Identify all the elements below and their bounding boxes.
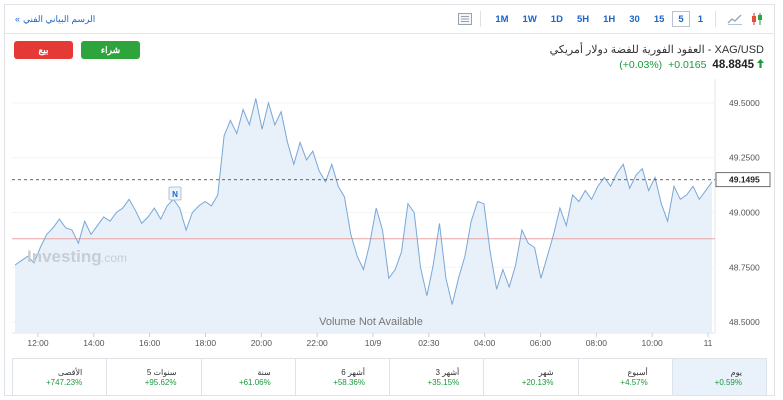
timeframe-group: 1M 1W 1D 5H 1H 30 15 5 1 <box>487 11 709 27</box>
x-tick-label: 20:00 <box>251 338 273 348</box>
investing-watermark: Investing <box>27 247 102 266</box>
performance-period: أسبوع <box>627 368 648 377</box>
performance-change: +4.57% <box>620 378 648 387</box>
x-tick-label: 22:00 <box>307 338 329 348</box>
chart-widget: «الرسم البياني الفني 1M 1W 1D 5H 1H 30 15 5 1 بي… <box>4 4 775 396</box>
y-tick-label: 48.7500 <box>729 262 760 272</box>
x-tick-label: 04:00 <box>474 338 496 348</box>
performance-change: +747.23% <box>45 378 83 387</box>
area-chart-icon[interactable] <box>726 10 744 28</box>
y-tick-label: 48.5000 <box>729 317 760 327</box>
news-marker <box>168 186 182 201</box>
y-tick-label: 49.5000 <box>729 98 760 108</box>
investing-watermark-suffix: .com <box>101 251 127 265</box>
x-tick-label: 11 <box>704 338 713 348</box>
timeframe-30[interactable]: 30 <box>629 14 640 25</box>
chevron-left-icon: « <box>15 14 21 24</box>
performance-cell[interactable]: 6 أشهر +58.36% <box>296 359 390 395</box>
price-area-fill <box>15 98 712 333</box>
chart-toolbar: «الرسم البياني الفني 1M 1W 1D 5H 1H 30 15 5 1 <box>5 5 774 34</box>
x-tick-label: 16:00 <box>139 338 161 348</box>
buy-button[interactable]: شراء <box>81 41 140 59</box>
performance-strip: الأقصى +747.23% 5 سنوات +95.62% سنة +61.06% 6 … <box>12 358 767 396</box>
performance-cell[interactable]: أسبوع +4.57% <box>579 359 673 395</box>
y-tick-label: 49.0000 <box>729 207 760 217</box>
news-marker-label: N <box>172 190 178 199</box>
x-tick-label: 08:00 <box>586 338 608 348</box>
y-tick-label: 49.2500 <box>729 153 760 163</box>
performance-cell[interactable]: 3 أشهر +35.15% <box>390 359 485 395</box>
last-price: 48.8845 <box>712 59 754 71</box>
performance-cell[interactable]: 5 سنوات +95.62% <box>107 359 202 395</box>
arrow-up-icon <box>757 59 764 71</box>
toolbar-divider <box>715 11 716 27</box>
performance-period: سنة <box>257 368 271 377</box>
performance-change: +95.62% <box>144 378 177 387</box>
performance-period: 6 أشهر <box>341 368 365 377</box>
performance-change: +58.36% <box>333 378 365 387</box>
performance-change: +61.06% <box>238 378 271 387</box>
x-tick-label: 14:00 <box>83 338 105 348</box>
last-price-tag-label: 49.1495 <box>729 175 760 185</box>
performance-change: +0.59% <box>714 378 742 387</box>
volume-not-available-note: Volume Not Available <box>319 316 423 328</box>
price-row: (+0.03%) +0.0165 48.8845 <box>619 59 764 71</box>
timeframe-5h[interactable]: 5H <box>576 14 590 25</box>
timeframe-1d[interactable]: 1D <box>550 14 563 25</box>
performance-change: +35.15% <box>427 378 460 387</box>
timeframe-1w[interactable]: 1W <box>522 14 537 25</box>
instrument-title: XAG/USD - العقود الفورية للفضة دولار أمر… <box>549 44 764 56</box>
performance-change: +20.13% <box>521 378 554 387</box>
performance-period: الأقصى <box>58 368 83 377</box>
change-percent: (+0.03%) <box>619 59 663 71</box>
x-tick-label: 06:00 <box>530 338 552 348</box>
toolbar-divider <box>480 11 482 27</box>
performance-period: شهر <box>538 368 554 377</box>
change-value: +0.0165 <box>668 59 707 71</box>
price-line <box>14 98 713 305</box>
x-tick-label: 12:00 <box>27 338 49 348</box>
performance-cell[interactable]: الأقصى +747.23% <box>13 359 108 395</box>
technical-chart-label: الرسم البياني الفني <box>23 14 96 24</box>
x-tick-label: 02:30 <box>418 338 440 348</box>
settings-list-icon[interactable] <box>456 10 474 28</box>
timeframe-bar: 1M 1W 1D 5H 1H 30 15 5 1 <box>452 10 766 28</box>
x-tick-label: 10:00 <box>642 338 664 348</box>
performance-period: 3 أشهر <box>435 368 460 377</box>
sell-button[interactable]: بيع <box>14 41 73 59</box>
last-price-tag <box>715 172 771 188</box>
performance-period: يوم <box>730 368 742 377</box>
candlestick-chart-icon[interactable] <box>748 10 766 28</box>
performance-period: 5 سنوات <box>146 368 177 377</box>
performance-cell[interactable]: شهر +20.13% <box>484 359 579 395</box>
performance-cell[interactable]: يوم +0.59% <box>672 359 766 395</box>
x-tick-label: 18:00 <box>195 338 217 348</box>
timeframe-1h[interactable]: 1H <box>603 14 616 25</box>
technical-chart-link[interactable]: «الرسم البياني الفني <box>15 14 95 25</box>
timeframe-5[interactable]: 5 <box>672 11 690 27</box>
timeframe-1m[interactable]: 1M <box>495 14 509 25</box>
x-tick-label: 10/9 <box>365 338 382 348</box>
timeframe-15[interactable]: 15 <box>653 14 665 25</box>
price-chart[interactable]: 49.5000 49.2500 49.0000 48.7500 48.5000 12:00… <box>5 79 774 359</box>
timeframe-1[interactable]: 1 <box>697 14 703 25</box>
performance-cell[interactable]: سنة +61.06% <box>202 359 296 395</box>
